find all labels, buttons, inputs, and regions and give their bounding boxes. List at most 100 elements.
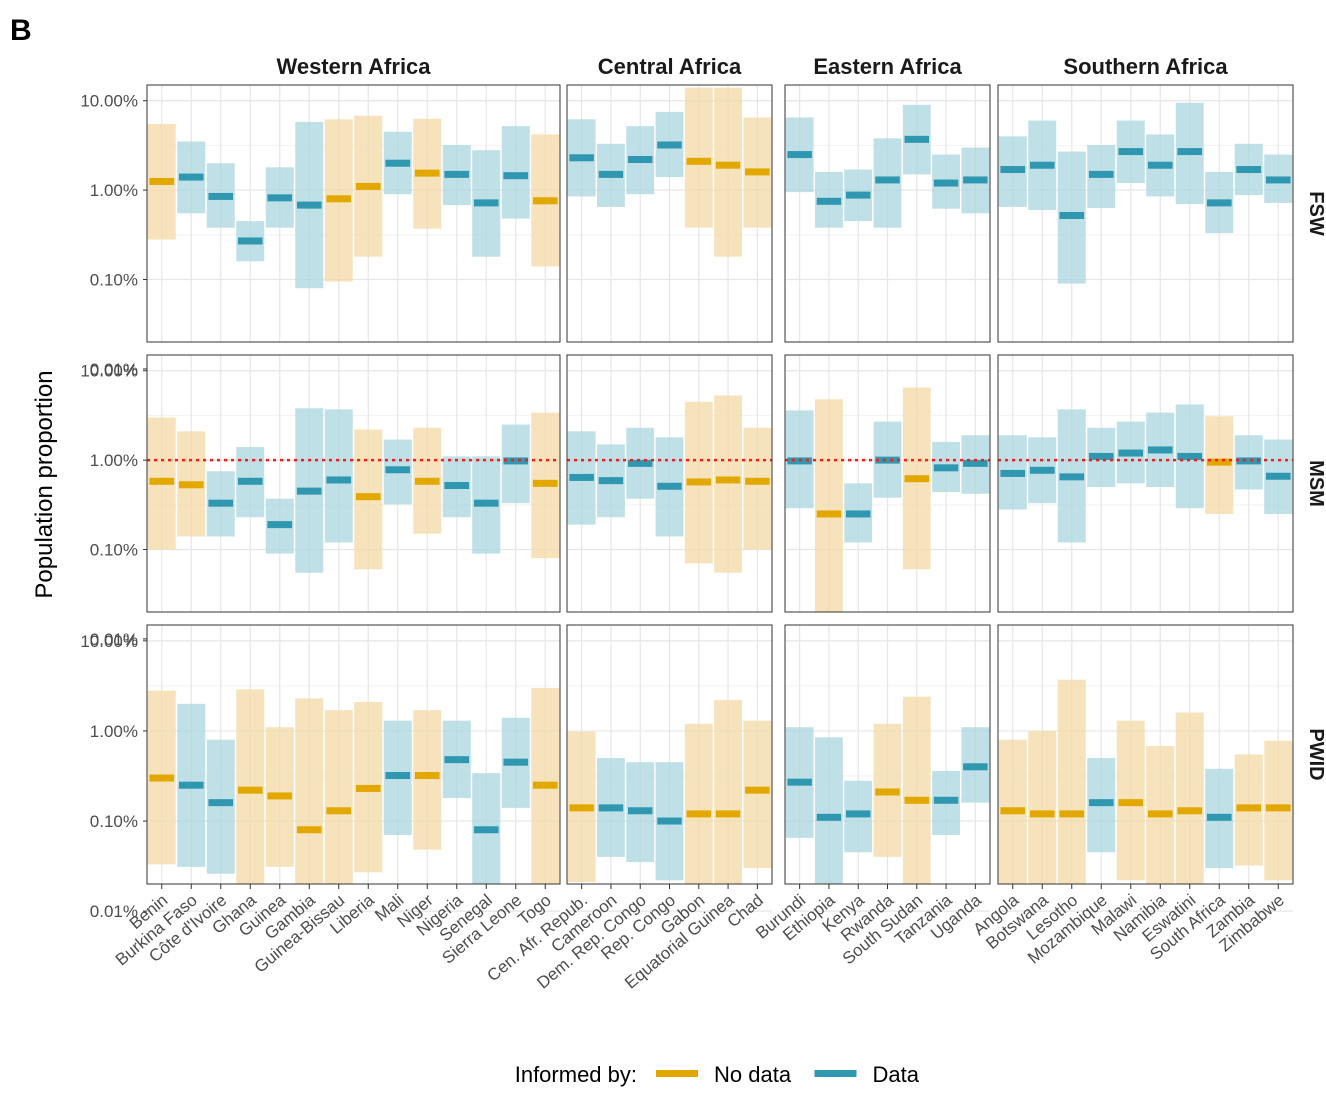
estimate-bar-pwid-c-te-d-ivoire bbox=[208, 799, 234, 807]
estimate-bar-msm-rwanda bbox=[875, 456, 900, 464]
estimate-bar-fsw-ethiopia bbox=[816, 197, 842, 205]
row-label-fsw: FSW bbox=[1305, 191, 1326, 236]
legend-label-no-data: No data bbox=[714, 1062, 792, 1087]
estimate-bar-msm-south-sudan bbox=[904, 475, 930, 483]
estimate-bar-msm-liberia bbox=[355, 493, 381, 501]
estimate-bar-fsw-botswana bbox=[1029, 161, 1055, 169]
range-band-pwid-ghana bbox=[236, 689, 265, 884]
estimate-bar-fsw-benin bbox=[149, 177, 175, 185]
panel-pwid-eastern-africa bbox=[784, 624, 991, 912]
estimate-bar-pwid-angola bbox=[1000, 807, 1026, 815]
estimate-bar-fsw-lesotho bbox=[1059, 212, 1085, 220]
legend-key-data bbox=[814, 1070, 857, 1077]
estimate-bar-fsw-c-te-d-ivoire bbox=[208, 192, 234, 200]
estimate-bar-fsw-mali bbox=[385, 159, 411, 167]
y-tick-label-fsw-0-01: 0.01% bbox=[90, 360, 138, 379]
estimate-bar-fsw-guinea-bissau bbox=[326, 195, 352, 203]
estimate-bar-msm-c-te-d-ivoire bbox=[208, 499, 234, 507]
estimate-bar-msm-ethiopia bbox=[816, 510, 842, 518]
estimate-bar-pwid-togo bbox=[532, 781, 558, 789]
y-tick-label-msm-0-01: 0.01% bbox=[90, 630, 138, 649]
panel-border bbox=[784, 84, 991, 343]
estimate-bar-fsw-mozambique bbox=[1088, 170, 1114, 178]
range-band-pwid-botswana bbox=[1028, 730, 1057, 884]
y-tick-label-pwid-0-01: 0.01% bbox=[90, 902, 138, 921]
estimate-bar-fsw-gambia bbox=[296, 201, 322, 209]
estimate-bar-msm-togo bbox=[532, 479, 558, 487]
estimate-bar-pwid-lesotho bbox=[1059, 810, 1085, 818]
estimate-bar-pwid-niger bbox=[414, 772, 440, 780]
estimate-bar-pwid-namibia bbox=[1147, 810, 1173, 818]
y-tick-label-msm-0-10: 0.10% bbox=[90, 541, 138, 560]
estimate-bar-msm-zambia bbox=[1236, 457, 1262, 465]
estimate-bar-msm-cameroon bbox=[598, 477, 624, 485]
panel-border bbox=[784, 354, 991, 613]
estimate-bar-pwid-mali bbox=[385, 772, 411, 780]
range-band-pwid-gambia bbox=[295, 698, 324, 884]
estimate-bar-msm-eswatini bbox=[1177, 452, 1203, 460]
panel-border bbox=[146, 354, 561, 613]
estimate-bar-fsw-nigeria bbox=[444, 170, 470, 178]
range-band-pwid-niger bbox=[413, 710, 442, 850]
estimate-bar-pwid-cameroon bbox=[598, 804, 624, 812]
estimate-bar-msm-uganda bbox=[963, 459, 988, 467]
estimate-bar-msm-tanzania bbox=[933, 464, 959, 472]
y-axis-title: Population proportion bbox=[31, 370, 58, 598]
estimate-bar-pwid-equatorial-guinea bbox=[715, 810, 741, 818]
panel-border bbox=[997, 354, 1294, 613]
region-title-western-africa: Western Africa bbox=[276, 54, 431, 79]
estimate-bar-pwid-south-sudan bbox=[904, 796, 930, 804]
estimate-bar-fsw-ghana bbox=[237, 237, 263, 245]
estimate-bar-pwid-rwanda bbox=[875, 788, 900, 796]
panel-fsw-southern-africa bbox=[997, 84, 1294, 370]
estimate-bar-pwid-ghana bbox=[237, 786, 263, 794]
estimate-bar-pwid-chad bbox=[745, 786, 770, 794]
estimate-bar-msm-niger bbox=[414, 477, 440, 485]
panel-border bbox=[566, 354, 773, 613]
panel-msm-eastern-africa bbox=[784, 354, 991, 640]
estimate-bar-pwid-zambia bbox=[1236, 804, 1262, 812]
panel-border bbox=[566, 84, 773, 343]
range-band-fsw-equatorial-guinea bbox=[714, 87, 742, 257]
range-band-pwid-lesotho bbox=[1057, 679, 1086, 884]
y-tick-label-fsw-10-00: 10.00% bbox=[80, 92, 138, 111]
estimate-bar-pwid-benin bbox=[149, 774, 175, 782]
panel-fsw-central-africa bbox=[566, 84, 773, 370]
estimate-bar-pwid-guinea-bissau bbox=[326, 807, 352, 815]
estimate-bar-fsw-uganda bbox=[963, 176, 988, 184]
estimate-bar-fsw-south-africa bbox=[1206, 199, 1232, 207]
y-tick-label-fsw-1-00: 1.00% bbox=[90, 181, 138, 200]
estimate-bar-msm-south-africa bbox=[1206, 458, 1232, 466]
estimate-bar-msm-rep-congo bbox=[657, 482, 682, 490]
estimate-bar-pwid-burundi bbox=[787, 778, 812, 786]
estimate-bar-pwid-botswana bbox=[1029, 810, 1055, 818]
estimate-bar-fsw-zimbabwe bbox=[1265, 176, 1291, 184]
legend: Informed by: No data Data bbox=[515, 1062, 920, 1087]
estimate-bar-pwid-gambia bbox=[296, 826, 322, 834]
panel-fsw-eastern-africa bbox=[784, 84, 991, 370]
range-band-pwid-c-te-d-ivoire bbox=[206, 739, 235, 874]
estimate-bar-fsw-cameroon bbox=[598, 170, 624, 178]
estimate-bar-pwid-malawi bbox=[1118, 799, 1144, 807]
estimate-bar-pwid-cen-afr-repub bbox=[569, 804, 594, 812]
y-tick-label-fsw-0-10: 0.10% bbox=[90, 271, 138, 290]
y-tick-label-pwid-1-00: 1.00% bbox=[90, 722, 138, 741]
estimate-bar-msm-gambia bbox=[296, 487, 322, 495]
panel-border bbox=[997, 624, 1294, 885]
region-title-southern-africa: Southern Africa bbox=[1063, 54, 1228, 79]
estimate-bar-msm-angola bbox=[1000, 469, 1026, 477]
estimate-bar-msm-zimbabwe bbox=[1265, 472, 1291, 480]
estimate-bar-fsw-malawi bbox=[1118, 148, 1144, 156]
y-tick-label-msm-10-00: 10.00% bbox=[80, 362, 138, 381]
range-band-pwid-chad bbox=[743, 720, 772, 869]
panel-border bbox=[146, 84, 561, 343]
legend-key-no-data bbox=[656, 1070, 698, 1077]
estimate-bar-fsw-cen-afr-repub bbox=[569, 154, 594, 162]
estimate-bar-pwid-burkina-faso bbox=[178, 781, 204, 789]
estimate-bar-fsw-gabon bbox=[686, 157, 712, 165]
panel-letter: B bbox=[10, 14, 32, 47]
panel-pwid-western-africa bbox=[146, 624, 561, 912]
estimate-bar-msm-burkina-faso bbox=[178, 481, 204, 489]
panel-msm-central-africa bbox=[566, 354, 773, 640]
estimate-bar-msm-dem-rep-congo bbox=[627, 459, 653, 467]
